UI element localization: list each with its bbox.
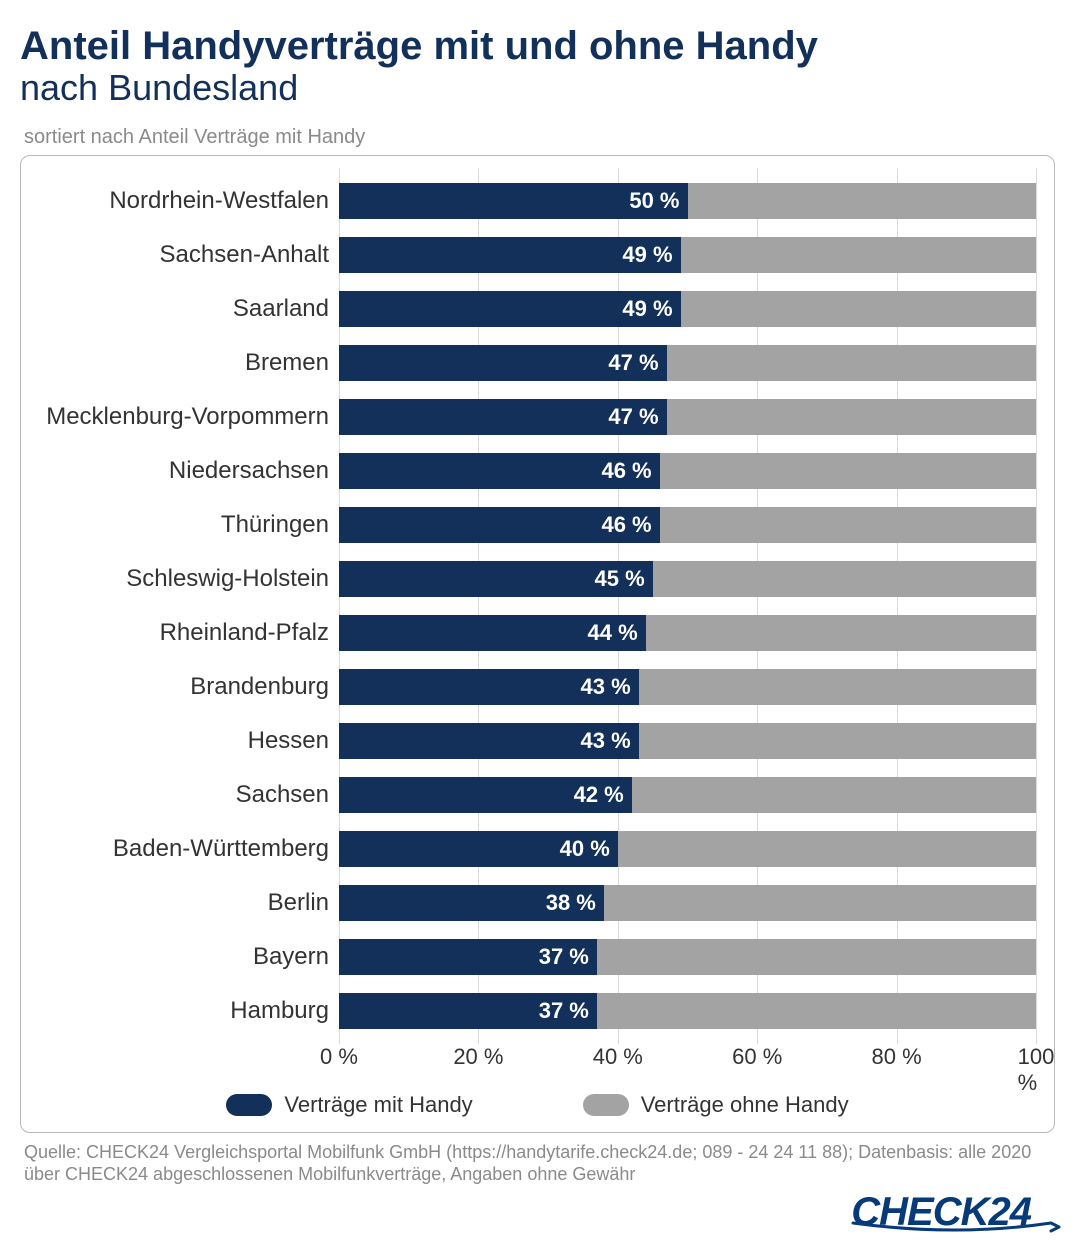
- bar-segment-without: [639, 669, 1036, 705]
- x-tick-label: 100 %: [1018, 1044, 1055, 1096]
- category-label: Nordrhein-Westfalen: [39, 174, 329, 228]
- bar-segment-without: [597, 939, 1036, 975]
- bar-segment-with: 46 %: [339, 453, 660, 489]
- brand-swoosh-icon: [851, 1221, 1061, 1233]
- bar-segment-with: 45 %: [339, 561, 653, 597]
- bar-row: 43 %: [339, 660, 1036, 714]
- bar-row: 47 %: [339, 336, 1036, 390]
- bar-row: 38 %: [339, 876, 1036, 930]
- bar-row: 43 %: [339, 714, 1036, 768]
- x-tick-label: 20 %: [453, 1044, 503, 1070]
- bar-segment-with: 43 %: [339, 723, 639, 759]
- bar-segment-without: [632, 777, 1036, 813]
- legend-swatch-with: [226, 1094, 272, 1116]
- bar-segment-without: [660, 507, 1036, 543]
- bar-row: 49 %: [339, 228, 1036, 282]
- x-tick-label: 40 %: [593, 1044, 643, 1070]
- legend-label-without: Verträge ohne Handy: [641, 1092, 849, 1118]
- x-tick-label: 0 %: [320, 1044, 358, 1070]
- bar-segment-with: 47 %: [339, 399, 667, 435]
- bar-segment-without: [660, 453, 1036, 489]
- category-label: Thüringen: [39, 498, 329, 552]
- bar-segment-without: [618, 831, 1036, 867]
- category-label: Sachsen-Anhalt: [39, 228, 329, 282]
- gridline: [1036, 168, 1037, 1044]
- legend-item-with: Verträge mit Handy: [226, 1092, 472, 1118]
- bar-segment-with: 37 %: [339, 939, 597, 975]
- bar-segment-with: 49 %: [339, 291, 681, 327]
- y-axis-labels: Nordrhein-WestfalenSachsen-AnhaltSaarlan…: [39, 174, 339, 1038]
- category-label: Berlin: [39, 876, 329, 930]
- bar-segment-without: [597, 993, 1036, 1029]
- category-label: Baden-Württemberg: [39, 822, 329, 876]
- bar-row: 47 %: [339, 390, 1036, 444]
- bars-container: 50 % 49 % 49 % 47 % 47 % 46 % 46 % 45 % 44 % 43 %…: [339, 174, 1036, 1038]
- bar-row: 40 %: [339, 822, 1036, 876]
- bar-segment-with: 44 %: [339, 615, 646, 651]
- bar-segment-without: [646, 615, 1036, 651]
- category-label: Hamburg: [39, 984, 329, 1038]
- bar-segment-without: [688, 183, 1037, 219]
- bar-segment-with: 42 %: [339, 777, 632, 813]
- category-label: Schleswig-Holstein: [39, 552, 329, 606]
- chart-title: Anteil Handyverträge mit und ohne Handy: [20, 24, 1055, 68]
- bar-segment-without: [653, 561, 1036, 597]
- sort-note: sortiert nach Anteil Verträge mit Handy: [24, 126, 1055, 149]
- bar-segment-with: 43 %: [339, 669, 639, 705]
- bar-segment-without: [667, 345, 1036, 381]
- bar-row: 46 %: [339, 498, 1036, 552]
- legend-swatch-without: [583, 1094, 629, 1116]
- bar-segment-without: [604, 885, 1036, 921]
- category-label: Mecklenburg-Vorpommern: [39, 390, 329, 444]
- x-tick-label: 60 %: [732, 1044, 782, 1070]
- bar-row: 50 %: [339, 174, 1036, 228]
- x-axis-ticks: 0 %20 %40 %60 %80 %100 %: [339, 1044, 1036, 1074]
- brand-logo: CHECK24: [20, 1190, 1055, 1235]
- bar-row: 44 %: [339, 606, 1036, 660]
- bar-segment-with: 38 %: [339, 885, 604, 921]
- legend-label-with: Verträge mit Handy: [284, 1092, 472, 1118]
- bar-row: 37 %: [339, 930, 1036, 984]
- bar-segment-with: 37 %: [339, 993, 597, 1029]
- bar-row: 46 %: [339, 444, 1036, 498]
- bar-segment-with: 46 %: [339, 507, 660, 543]
- bar-row: 45 %: [339, 552, 1036, 606]
- bar-segment-without: [681, 237, 1036, 273]
- chart-frame: Nordrhein-WestfalenSachsen-AnhaltSaarlan…: [20, 155, 1055, 1133]
- bar-segment-without: [681, 291, 1036, 327]
- category-label: Niedersachsen: [39, 444, 329, 498]
- bar-row: 49 %: [339, 282, 1036, 336]
- category-label: Hessen: [39, 714, 329, 768]
- category-label: Bayern: [39, 930, 329, 984]
- x-tick-label: 80 %: [872, 1044, 922, 1070]
- category-label: Saarland: [39, 282, 329, 336]
- bar-segment-with: 50 %: [339, 183, 688, 219]
- bar-row: 37 %: [339, 984, 1036, 1038]
- legend: Verträge mit Handy Verträge ohne Handy: [39, 1092, 1036, 1118]
- source-note: Quelle: CHECK24 Vergleichsportal Mobilfu…: [24, 1141, 1051, 1186]
- bar-segment-with: 40 %: [339, 831, 618, 867]
- category-label: Rheinland-Pfalz: [39, 606, 329, 660]
- category-label: Brandenburg: [39, 660, 329, 714]
- legend-item-without: Verträge ohne Handy: [583, 1092, 849, 1118]
- category-label: Bremen: [39, 336, 329, 390]
- bar-segment-with: 47 %: [339, 345, 667, 381]
- bar-segment-without: [639, 723, 1036, 759]
- category-label: Sachsen: [39, 768, 329, 822]
- bar-segment-without: [667, 399, 1036, 435]
- chart-subtitle: nach Bundesland: [20, 68, 1055, 108]
- bar-segment-with: 49 %: [339, 237, 681, 273]
- bar-row: 42 %: [339, 768, 1036, 822]
